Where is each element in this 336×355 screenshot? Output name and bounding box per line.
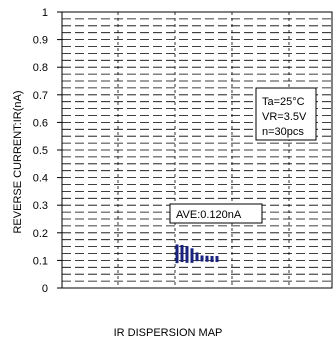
data-point bbox=[180, 256, 184, 263]
data-point bbox=[210, 256, 214, 263]
data-points bbox=[175, 244, 219, 264]
y-tick-label: 1 bbox=[42, 7, 48, 19]
y-tick-label: 0.3 bbox=[33, 200, 48, 212]
condition-sample-count: n=30pcs bbox=[262, 126, 304, 138]
grid bbox=[62, 12, 332, 288]
condition-temperature: Ta=25°C bbox=[262, 96, 305, 108]
y-axis-label: REVERSE CURRENT:IR(nA) bbox=[12, 90, 24, 233]
data-point bbox=[185, 256, 189, 263]
conditions-box: Ta=25°C VR=3.5V n=30pcs bbox=[255, 87, 317, 141]
y-tick-label: 0.6 bbox=[33, 117, 48, 129]
y-tick-label: 0.8 bbox=[33, 62, 48, 74]
data-point bbox=[175, 257, 179, 264]
y-tick-label: 0.7 bbox=[33, 90, 48, 102]
data-point bbox=[205, 255, 209, 262]
y-tick-label: 0.1 bbox=[33, 255, 48, 267]
y-axis-ticks: 0 0.1 0.2 0.3 0.4 0.5 0.6 0.7 0.8 0.9 1 bbox=[33, 7, 62, 295]
chart-caption: IR DISPERSION MAP bbox=[113, 327, 223, 339]
y-tick-label: 0 bbox=[42, 283, 48, 295]
average-box: AVE:0.120nA bbox=[169, 203, 263, 224]
condition-voltage: VR=3.5V bbox=[262, 111, 307, 123]
y-tick-label: 0.5 bbox=[33, 145, 48, 157]
data-point bbox=[200, 255, 204, 262]
data-point bbox=[190, 256, 194, 263]
data-point bbox=[195, 255, 199, 262]
y-tick-label: 0.2 bbox=[33, 228, 48, 240]
y-tick-label: 0.9 bbox=[33, 35, 48, 47]
average-label: AVE:0.120nA bbox=[176, 209, 242, 221]
data-point bbox=[215, 256, 219, 263]
y-tick-label: 0.4 bbox=[33, 173, 48, 185]
